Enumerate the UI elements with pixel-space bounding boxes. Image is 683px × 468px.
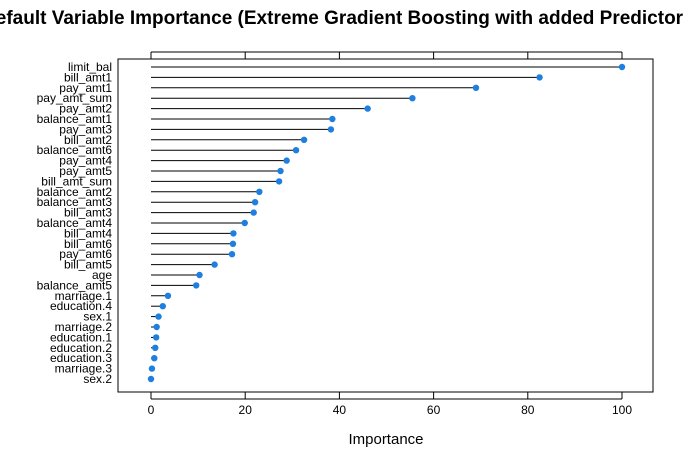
point-bill_amt3 xyxy=(250,209,257,216)
label-education.2: education.2 xyxy=(50,341,112,355)
label-pay_amt4: pay_amt4 xyxy=(59,154,112,168)
label-sex.2: sex.2 xyxy=(83,372,112,386)
label-sex.1: sex.1 xyxy=(83,310,112,324)
point-marriage.2 xyxy=(153,323,160,331)
top-axis-ticks xyxy=(150,52,623,59)
label-bill_amt3: bill_amt3 xyxy=(64,206,112,220)
point-pay_amt_sum xyxy=(409,95,416,102)
point-pay_amt6 xyxy=(228,251,236,258)
point-balance_amt2 xyxy=(256,188,263,195)
point-age xyxy=(196,271,203,279)
x-tick-label: 40 xyxy=(333,403,347,417)
label-bill_amt_sum: bill_amt_sum xyxy=(41,174,112,188)
x-tick-label: 60 xyxy=(427,403,441,417)
label-pay_amt_sum: pay_amt_sum xyxy=(37,91,112,105)
x-tick-label: 0 xyxy=(148,403,155,417)
point-bill_amt4 xyxy=(230,230,237,237)
label-education.4: education.4 xyxy=(50,299,112,313)
label-education.1: education.1 xyxy=(50,330,112,344)
point-education.3 xyxy=(151,355,158,362)
x-tick-label: 100 xyxy=(612,403,632,417)
label-bill_amt5: bill_amt5 xyxy=(64,258,112,272)
point-pay_amt4 xyxy=(283,157,290,164)
label-balance_amt1: balance_amt1 xyxy=(37,112,113,126)
label-marriage.1: marriage.1 xyxy=(55,289,113,303)
point-pay_amt5 xyxy=(277,167,284,175)
y-axis-labels: limit_balbill_amt1pay_amt1pay_amt_sumpay… xyxy=(37,60,113,386)
x-tick-label: 20 xyxy=(239,403,253,417)
point-bill_amt2 xyxy=(300,136,308,143)
label-marriage.2: marriage.2 xyxy=(55,320,113,334)
point-balance_amt4 xyxy=(241,219,248,227)
label-education.3: education.3 xyxy=(50,351,112,365)
point-pay_amt3 xyxy=(327,126,335,133)
point-education.1 xyxy=(152,334,160,341)
label-age: age xyxy=(92,268,112,282)
label-balance_amt5: balance_amt5 xyxy=(37,278,113,292)
point-balance_amt1 xyxy=(329,115,336,123)
label-bill_amt6: bill_amt6 xyxy=(64,237,112,251)
point-balance_amt5 xyxy=(193,282,200,289)
point-pay_amt1 xyxy=(472,84,480,92)
x-tick-label: 80 xyxy=(521,403,535,417)
point-balance_amt6 xyxy=(292,147,300,154)
label-pay_amt2: pay_amt2 xyxy=(59,102,112,116)
label-bill_amt4: bill_amt4 xyxy=(64,226,112,240)
label-pay_amt1: pay_amt1 xyxy=(59,81,112,95)
label-pay_amt5: pay_amt5 xyxy=(59,164,112,178)
point-bill_amt5 xyxy=(211,261,218,268)
point-education.4 xyxy=(159,303,166,310)
point-bill_amt6 xyxy=(229,240,237,247)
point-bill_amt1 xyxy=(536,74,543,81)
point-education.2 xyxy=(152,344,159,351)
point-bill_amt_sum xyxy=(275,178,283,185)
point-marriage.3 xyxy=(148,365,156,372)
point-limit_bal xyxy=(618,63,626,71)
label-limit_bal: limit_bal xyxy=(68,60,112,74)
point-sex.1 xyxy=(155,313,162,320)
lollipop-points xyxy=(147,63,626,383)
lollipop-stems xyxy=(151,66,622,370)
x-axis-title: Importance xyxy=(348,431,423,448)
label-pay_amt6: pay_amt6 xyxy=(59,247,112,261)
label-balance_amt4: balance_amt4 xyxy=(37,216,113,230)
label-balance_amt3: balance_amt3 xyxy=(37,195,113,209)
point-sex.2 xyxy=(147,375,155,383)
label-bill_amt1: bill_amt1 xyxy=(64,70,112,84)
plot-frame xyxy=(117,58,654,393)
label-pay_amt3: pay_amt3 xyxy=(59,122,112,136)
label-bill_amt2: bill_amt2 xyxy=(64,133,112,147)
point-pay_amt2 xyxy=(364,105,371,112)
label-marriage.3: marriage.3 xyxy=(55,362,113,376)
chart-title: Default Variable Importance (Extreme Gra… xyxy=(0,8,683,29)
label-balance_amt2: balance_amt2 xyxy=(37,185,113,199)
x-axis: 0 20 40 60 80 100 xyxy=(148,392,632,417)
label-balance_amt6: balance_amt6 xyxy=(37,143,113,157)
point-marriage.1 xyxy=(164,292,172,299)
point-balance_amt3 xyxy=(251,199,259,206)
